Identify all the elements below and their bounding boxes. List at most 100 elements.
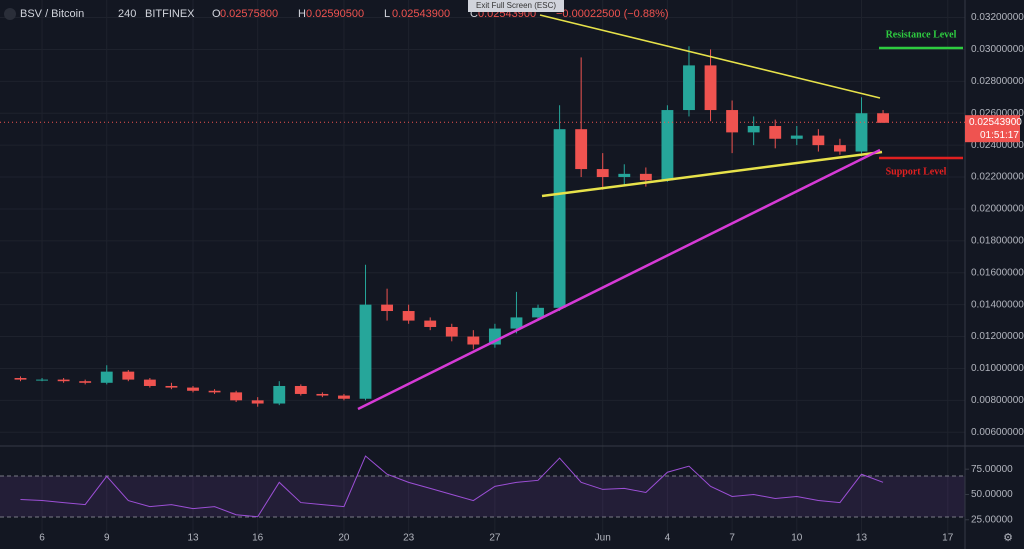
- y2-tick-label: 25.00000: [971, 514, 1013, 525]
- y-tick-label: 0.02400000: [971, 140, 1024, 151]
- rsi-band: [0, 476, 965, 517]
- ohlc-key: O: [212, 8, 221, 20]
- exit-button[interactable]: [468, 0, 564, 12]
- y-tick-label: 0.02000000: [971, 204, 1024, 215]
- candle-body: [165, 385, 178, 388]
- last-price-label: 0.02543900: [969, 117, 1022, 128]
- candle-body: [424, 320, 437, 327]
- rsi-line: [20, 455, 884, 518]
- candle-body: [488, 328, 501, 345]
- x-tick-label: 9: [104, 533, 110, 544]
- y-tick-label: 0.02800000: [971, 76, 1024, 87]
- candle-body: [122, 371, 135, 380]
- ohlc-value: 0.02543900: [392, 8, 450, 20]
- ohlc-key: L: [384, 8, 390, 20]
- candle-body: [100, 371, 113, 383]
- candle-body: [639, 173, 652, 181]
- candle-body: [596, 169, 609, 178]
- x-tick-label: 7: [729, 533, 735, 544]
- candle-body: [208, 390, 221, 393]
- y-tick-label: 0.00800000: [971, 395, 1024, 406]
- candle-body: [79, 381, 92, 383]
- header: BSV / Bitcoin 240 BITFINEX O 0.02575800 H 0…: [4, 8, 669, 20]
- upper-trendline: [539, 14, 881, 99]
- x-tick-label: 13: [856, 533, 868, 544]
- interval: 240: [118, 8, 136, 20]
- candle-body: [402, 311, 415, 321]
- candle-body: [445, 326, 458, 337]
- candle-body: [143, 379, 156, 386]
- exchange: BITFINEX: [145, 8, 195, 20]
- candle-body: [683, 65, 695, 111]
- lower-trendline: [541, 150, 883, 198]
- y-tick-label: 0.02600000: [971, 108, 1024, 119]
- candle-body: [467, 336, 480, 345]
- ohlc-key: H: [298, 8, 306, 20]
- x-tick-label: 20: [338, 533, 350, 544]
- candle-body: [187, 387, 199, 391]
- x-tick-label: 4: [665, 533, 671, 544]
- y2-tick-label: 75.00000: [971, 464, 1013, 475]
- x-tick-label: 16: [252, 533, 264, 544]
- exit-button-label[interactable]: Exit Full Screen (ESC): [476, 1, 556, 10]
- candle-body: [877, 113, 889, 123]
- candle-body: [14, 378, 27, 380]
- y-tick-label: 0.03000000: [971, 44, 1024, 55]
- last-price-tag: [965, 115, 1020, 143]
- x-tick-label: 6: [39, 533, 45, 544]
- ohlc-value: 0.02590500: [306, 8, 364, 20]
- candle-body: [510, 317, 523, 329]
- candle-body: [251, 400, 264, 404]
- candle-body: [316, 393, 329, 396]
- candle-body: [57, 379, 70, 382]
- y-tick-label: 0.01200000: [971, 331, 1024, 342]
- resistance-label: Resistance Level: [886, 29, 957, 40]
- candle-body: [273, 385, 286, 404]
- candle-body: [553, 129, 566, 308]
- x-tick-label: Jun: [595, 533, 611, 544]
- y-tick-label: 0.01400000: [971, 299, 1024, 310]
- x-tick-label: 17: [942, 533, 954, 544]
- y-tick-label: 0.02200000: [971, 172, 1024, 183]
- candle-body: [36, 379, 48, 381]
- support-label: Support Level: [886, 166, 947, 177]
- candle-body: [338, 395, 350, 399]
- candle-body: [704, 65, 717, 111]
- ohlc-value: 0.02575800: [220, 8, 278, 20]
- candle-body: [359, 304, 372, 399]
- candle-body: [855, 113, 868, 152]
- candle-body: [532, 307, 544, 318]
- x-tick-label: 23: [403, 533, 415, 544]
- x-tick-label: 13: [187, 533, 199, 544]
- y-tick-label: 0.01600000: [971, 267, 1024, 278]
- ohlc-key: C: [470, 8, 478, 20]
- support-trendline: [357, 148, 881, 411]
- candle-body: [769, 126, 782, 139]
- candle-body: [575, 129, 588, 170]
- countdown: 01:51:17: [980, 130, 1019, 141]
- y-tick-label: 0.03200000: [971, 12, 1024, 23]
- symbol-icon: [4, 8, 16, 20]
- candle-body: [618, 173, 631, 178]
- candle-body: [381, 304, 394, 312]
- change: −0.00022500 (−0.88%): [556, 8, 669, 20]
- candle-body: [833, 145, 846, 152]
- candle-body: [812, 135, 825, 146]
- y2-tick-label: 50.00000: [971, 489, 1013, 500]
- candle-body: [294, 385, 307, 394]
- x-tick-label: 10: [791, 533, 803, 544]
- candle-body: [661, 110, 674, 181]
- candle-body: [230, 392, 243, 401]
- candle-body: [790, 135, 803, 139]
- y-tick-label: 0.01000000: [971, 363, 1024, 374]
- marks: [0, 46, 965, 518]
- y-tick-label: 0.01800000: [971, 235, 1024, 246]
- settings-icon[interactable]: ⚙: [1003, 532, 1013, 544]
- symbol: BSV / Bitcoin: [20, 8, 84, 20]
- x-tick-label: 27: [489, 533, 501, 544]
- y-tick-label: 0.00600000: [971, 427, 1024, 438]
- candle-body: [726, 110, 739, 133]
